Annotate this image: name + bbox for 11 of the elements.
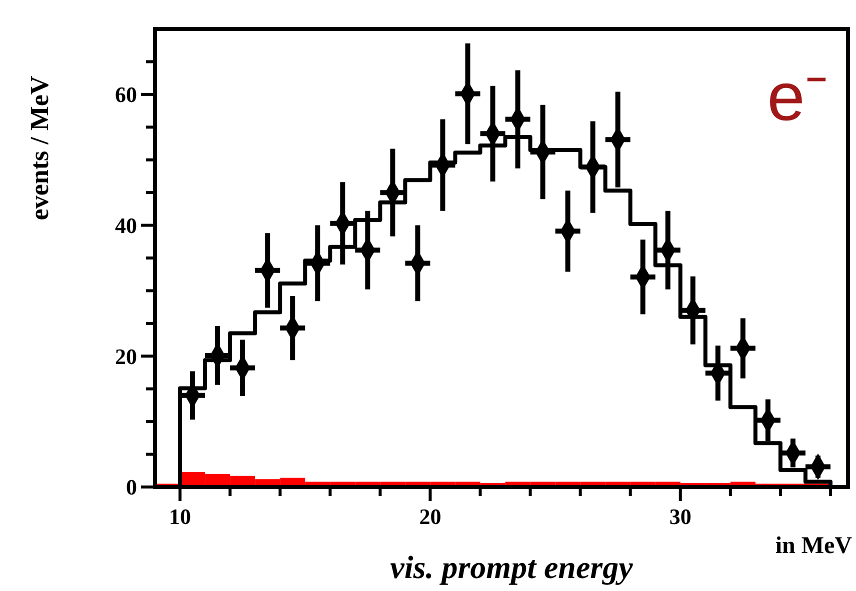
y-tick-label: 60 (115, 82, 137, 108)
x-tick-label: 30 (669, 504, 692, 529)
y-tick-label: 40 (115, 212, 137, 238)
x-tick-label: 20 (419, 504, 442, 529)
x-tick-label: 10 (169, 504, 192, 529)
annotation: e⁻ (767, 59, 828, 135)
text: in MeV (775, 533, 853, 559)
x-axis-title: vis. prompt energy (390, 549, 634, 585)
y-tick-label: 20 (115, 344, 137, 369)
y-tick-label: 0 (126, 474, 137, 500)
y-axis-title: events / MeV (25, 76, 54, 220)
